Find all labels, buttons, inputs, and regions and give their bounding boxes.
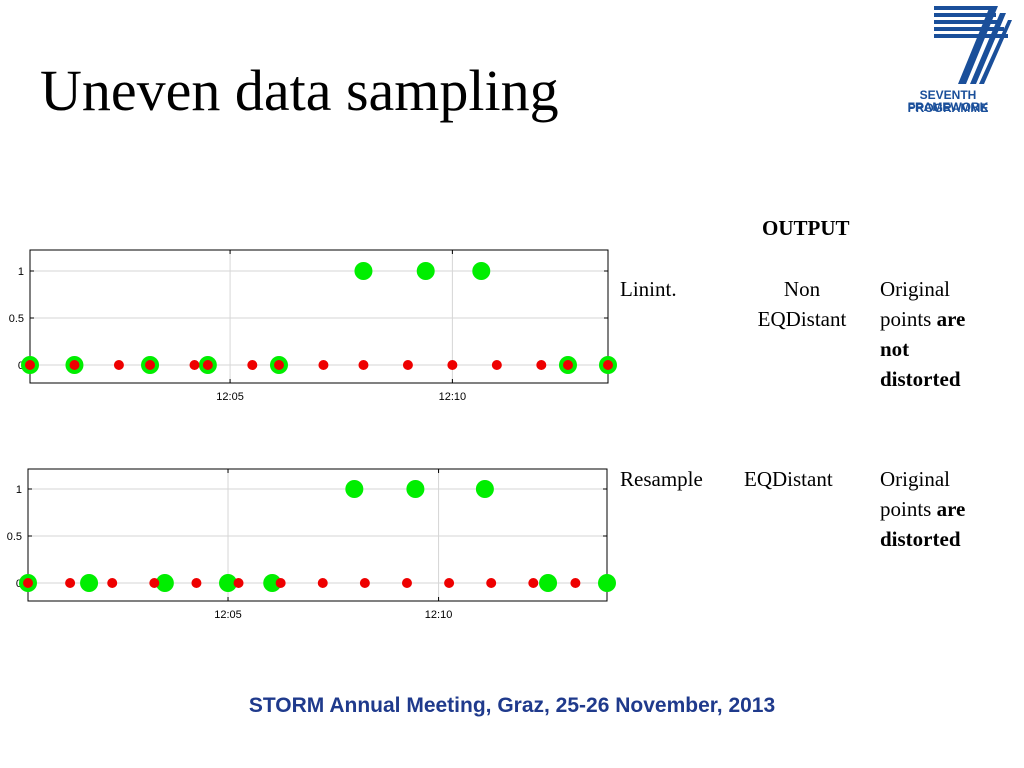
original-point [155,574,174,592]
y-tick-label: 0 [18,360,24,372]
output-point [528,578,539,588]
row1-note-line2: points are [880,304,965,334]
y-tick-label: 1 [16,484,22,496]
output-point [358,360,369,370]
row1-note-line3: not [880,337,910,361]
output-point [149,578,160,588]
output-point [69,360,80,370]
output-point [444,578,455,588]
original-point [406,480,425,498]
logo-line-2: PROGRAMME [907,101,989,115]
output-point [107,578,118,588]
output-point [536,360,547,370]
logo-line-1: SEVENTH FRAMEWORK [907,88,989,114]
output-point [189,360,200,370]
row1-note-points: points [880,307,937,331]
x-tick-label: 12:05 [216,391,244,403]
seventh-framework-programme-logo [934,6,1012,84]
output-point [603,360,613,370]
output-point [113,360,124,370]
output-point [273,360,284,370]
output-point [25,360,35,370]
output-point [202,360,213,370]
chart-linint: 12:05 12:10 0 0.5 1 [9,249,617,403]
output-point [65,578,76,588]
output-header: OUTPUT [762,216,850,240]
original-point [416,262,435,280]
row2-note-line2: points are [880,494,965,524]
output-point [359,578,370,588]
plot-frame [27,468,608,602]
x-tick-label: 12:10 [439,391,467,403]
x-tick-label: 12:05 [214,609,242,621]
output-point [447,360,458,370]
plot-frame [29,249,609,384]
original-point [354,262,373,280]
row1-method: Linint. [620,277,677,301]
output-point [562,360,573,370]
row1-note-line4: distorted [880,367,961,391]
output-point [491,360,502,370]
original-point [219,574,238,592]
output-point [275,578,286,588]
y-tick-label: 0 [16,578,22,590]
footer-text: STORM Annual Meeting, Graz, 25-26 Novemb… [248,694,776,717]
original-point [539,574,558,592]
y-tick-label: 0.5 [9,313,24,325]
row1-spacing-line2: EQDistant [757,307,847,331]
output-point [191,578,202,588]
output-point [233,578,244,588]
original-point [345,480,364,498]
output-point [570,578,581,588]
row2-note-line1: Original [880,467,950,491]
row2-note: Original points are distorted [880,464,965,554]
row2-note-line3: distorted [880,527,961,551]
output-point [401,578,412,588]
y-tick-label: 1 [18,266,24,278]
row2-method: Resample [620,467,703,491]
slide-title: Uneven data sampling [40,58,559,123]
output-point [145,360,156,370]
row1-spacing: Non EQDistant [740,274,864,334]
row1-note-line1: Original [880,277,950,301]
original-point [80,574,99,592]
original-point [475,480,494,498]
original-point [472,262,491,280]
output-point [486,578,497,588]
chart-resample: 12:05 12:10 0 0.5 1 [7,468,616,621]
y-tick-label: 0.5 [7,531,22,543]
output-point [317,578,328,588]
output-point [402,360,413,370]
row1-note: Original points are not distorted [880,274,965,394]
original-point [598,574,616,592]
output-point [318,360,329,370]
x-tick-label: 12:10 [425,609,453,621]
row1-note-are: are [936,307,966,331]
output-point [247,360,258,370]
output-point [23,578,33,588]
row2-note-points: points [880,497,937,521]
row2-spacing: EQDistant [744,467,833,491]
row1-spacing-line1: Non [783,277,821,301]
original-point [263,574,282,592]
row2-note-are: are [936,497,966,521]
